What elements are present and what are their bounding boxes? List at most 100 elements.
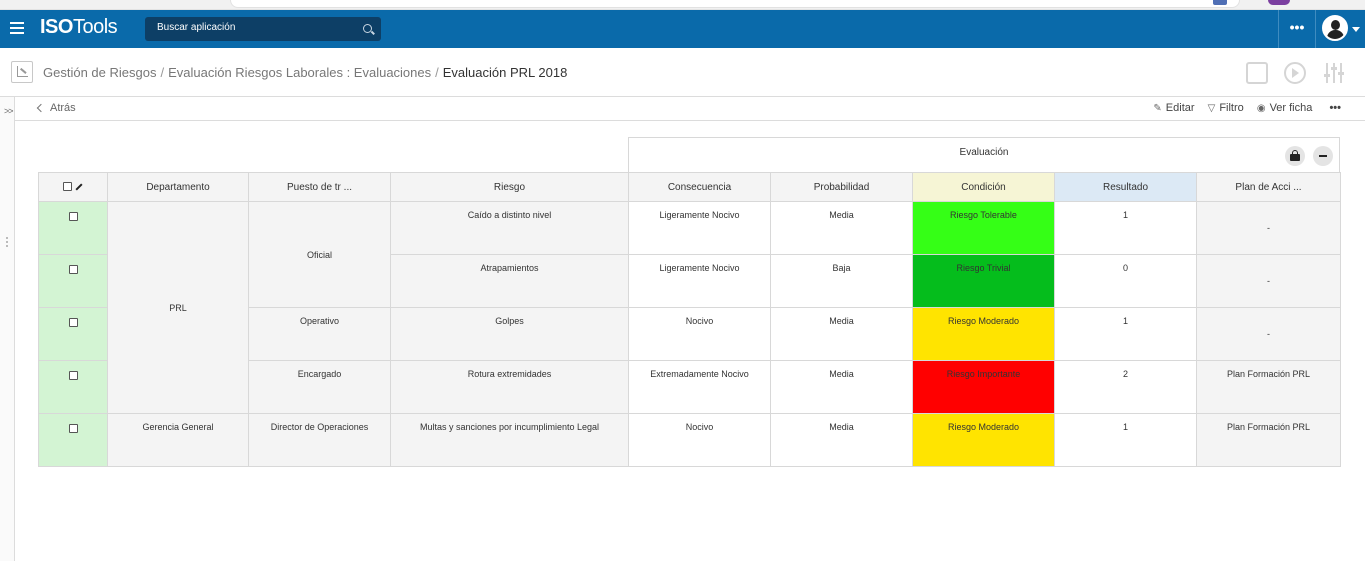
cell-condicion: Riesgo Trivial <box>912 254 1055 308</box>
lock-icon[interactable] <box>1285 146 1305 166</box>
more-actions-button[interactable]: ••• <box>1329 102 1341 114</box>
select-all-header[interactable] <box>38 172 108 202</box>
play-icon[interactable] <box>1284 62 1306 84</box>
table-row[interactable]: Gerencia General Director de Operaciones… <box>38 413 1341 467</box>
pencil-icon: ✎ <box>1153 103 1162 114</box>
row-checkbox[interactable] <box>68 265 78 275</box>
row-select-cell[interactable] <box>38 413 108 467</box>
sliders-icon[interactable] <box>1323 62 1345 84</box>
cell-consecuencia: Ligeramente Nocivo <box>628 201 771 255</box>
cell-consecuencia: Ligeramente Nocivo <box>628 254 771 308</box>
cell-riesgo: Caído a distinto nivel <box>390 201 629 255</box>
user-avatar[interactable] <box>1322 15 1348 41</box>
breadcrumb-separator: / <box>435 65 439 80</box>
cell-probabilidad: Media <box>770 307 913 361</box>
hamburger-menu-icon[interactable] <box>10 22 24 34</box>
back-label: Atrás <box>50 102 76 114</box>
chart-icon[interactable] <box>11 61 33 83</box>
cell-riesgo: Multas y sanciones por incumplimiento Le… <box>390 413 629 467</box>
settings-report-icon[interactable] <box>1246 62 1268 84</box>
cell-plan-accion: - <box>1196 307 1341 361</box>
cell-probabilidad: Baja <box>770 254 913 308</box>
collapse-minus-icon[interactable] <box>1313 146 1333 166</box>
resize-handle[interactable] <box>6 237 8 247</box>
edit-button[interactable]: ✎ Editar <box>1153 102 1194 114</box>
edit-label: Editar <box>1165 102 1195 114</box>
cell-puesto: Encargado <box>248 360 391 414</box>
cell-resultado: 0 <box>1054 254 1197 308</box>
risk-evaluation-table: Departamento Puesto de tr ... Riesgo Con… <box>38 172 1341 467</box>
table-row[interactable]: Encargado Rotura extremidades Extremadam… <box>38 360 1341 414</box>
cell-plan-accion: - <box>1196 254 1341 308</box>
breadcrumb: Gestión de Riesgos / Evaluación Riesgos La… <box>43 65 567 80</box>
search-box[interactable]: Buscar aplicación <box>145 17 381 41</box>
breadcrumb-separator: / <box>160 65 165 80</box>
table-row[interactable]: Operativo Golpes Nocivo Media Riesgo Mod… <box>38 307 1341 361</box>
evaluation-group-header: Evaluación <box>628 137 1340 172</box>
column-condicion[interactable]: Condición <box>912 172 1055 202</box>
filter-button[interactable]: ▽ Filtro <box>1208 102 1244 114</box>
page-title: Evaluación PRL 2018 <box>442 65 568 80</box>
cell-consecuencia: Nocivo <box>628 307 771 361</box>
filter-label: Filtro <box>1219 102 1244 114</box>
column-riesgo[interactable]: Riesgo <box>390 172 629 202</box>
cell-plan-accion: Plan Formación PRL <box>1196 360 1341 414</box>
cell-resultado: 1 <box>1054 201 1197 255</box>
row-select-cell[interactable] <box>38 201 108 255</box>
column-consecuencia[interactable]: Consecuencia <box>628 172 771 202</box>
back-button[interactable]: Atrás <box>36 102 76 114</box>
cell-plan-accion: - <box>1196 201 1341 255</box>
row-checkbox[interactable] <box>68 212 78 222</box>
edit-pencil-icon[interactable] <box>75 183 83 191</box>
cell-departamento: PRL <box>107 201 249 414</box>
side-panel-toggle[interactable]: >> <box>0 97 15 561</box>
row-select-cell[interactable] <box>38 360 108 414</box>
cell-departamento: Gerencia General <box>107 413 249 467</box>
column-probabilidad[interactable]: Probabilidad <box>770 172 913 202</box>
row-select-cell[interactable] <box>38 254 108 308</box>
cell-riesgo: Golpes <box>390 307 629 361</box>
view-label: Ver ficha <box>1269 102 1313 114</box>
breadcrumb-item-evaluaciones[interactable]: Evaluación Riesgos Laborales : Evaluacio… <box>168 65 432 80</box>
table-row[interactable]: PRL Oficial Caído a distinto nivel Liger… <box>38 201 1341 414</box>
cell-probabilidad: Media <box>770 413 913 467</box>
column-puesto[interactable]: Puesto de tr ... <box>248 172 391 202</box>
select-all-checkbox[interactable] <box>63 182 72 192</box>
extension-icon[interactable] <box>1213 0 1227 5</box>
filter-icon: ▽ <box>1207 103 1216 114</box>
row-checkbox[interactable] <box>68 318 78 328</box>
cell-puesto: Director de Operaciones <box>248 413 391 467</box>
row-checkbox[interactable] <box>68 424 78 434</box>
evaluation-group-title: Evaluación <box>959 147 1009 158</box>
profile-icon[interactable] <box>1268 0 1290 5</box>
expand-icon[interactable]: >> <box>4 106 13 116</box>
table-header-row: Departamento Puesto de tr ... Riesgo Con… <box>38 172 1341 202</box>
cell-condicion: Riesgo Tolerable <box>912 201 1055 255</box>
search-icon[interactable] <box>363 24 372 33</box>
search-input[interactable]: Buscar aplicación <box>157 22 236 33</box>
cell-resultado: 2 <box>1054 360 1197 414</box>
view-record-button[interactable]: ◉ Ver ficha <box>1257 102 1313 114</box>
cell-riesgo: Rotura extremidades <box>390 360 629 414</box>
column-departamento[interactable]: Departamento <box>107 172 249 202</box>
cell-resultado: 1 <box>1054 413 1197 467</box>
address-bar-edge <box>230 0 1240 8</box>
app-more-button[interactable]: ••• <box>1278 10 1316 48</box>
cell-condicion: Riesgo Importante <box>912 360 1055 414</box>
column-plan-accion[interactable]: Plan de Acci ... <box>1196 172 1341 202</box>
cell-consecuencia: Nocivo <box>628 413 771 467</box>
cell-consecuencia: Extremadamente Nocivo <box>628 360 771 414</box>
row-select-cell[interactable] <box>38 307 108 361</box>
breadcrumb-item-gestion-riesgos[interactable]: Gestión de Riesgos <box>43 65 157 80</box>
isotools-logo[interactable]: ISOTools <box>40 16 118 38</box>
action-bar: Atrás ✎ Editar ▽ Filtro ◉ Ver ficha ••• <box>15 97 1365 121</box>
cell-plan-accion: Plan Formación PRL <box>1196 413 1341 467</box>
table-row[interactable]: Atrapamientos Ligeramente Nocivo Baja Ri… <box>38 254 1341 308</box>
chevron-down-icon[interactable] <box>1352 27 1360 32</box>
breadcrumb-bar: Gestión de Riesgos / Evaluación Riesgos La… <box>0 48 1365 97</box>
cell-puesto: Oficial <box>248 201 391 308</box>
cell-puesto: Operativo <box>248 307 391 361</box>
column-resultado[interactable]: Resultado <box>1054 172 1197 202</box>
browser-top-strip <box>0 0 1365 10</box>
row-checkbox[interactable] <box>68 371 78 381</box>
